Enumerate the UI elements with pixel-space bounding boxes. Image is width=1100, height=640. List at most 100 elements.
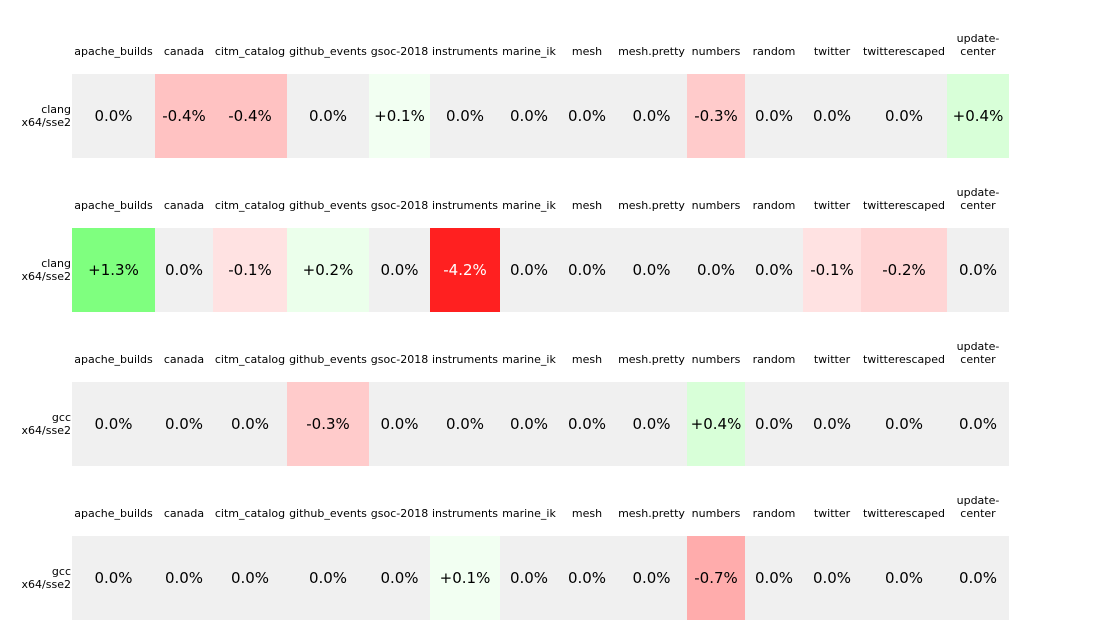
column-header-line: twitterescaped [862, 507, 946, 520]
column-header: gsoc-2018 [369, 507, 430, 520]
column-header: mesh [558, 199, 616, 212]
cell-value-label: 0.0% [308, 107, 348, 125]
column-header: mesh [558, 45, 616, 58]
heatmap-cell: 0.0% [947, 382, 1009, 466]
column-header: mesh.pretty [616, 507, 687, 520]
column-header-line: numbers [691, 353, 741, 366]
column-header: twitterescaped [861, 353, 947, 366]
column-header: citm_catalog [213, 353, 287, 366]
cell-value-label: 0.0% [812, 107, 852, 125]
heatmap-cell: 0.0% [861, 74, 947, 158]
column-header: numbers [687, 507, 745, 520]
cell-value-label: +0.4% [690, 415, 742, 433]
heatmap-cell: 0.0% [558, 536, 616, 620]
heatmap-cell: 0.0% [616, 536, 687, 620]
column-header: mesh [558, 353, 616, 366]
heatmap-cell: 0.0% [155, 228, 213, 312]
cell-value-label: 0.0% [754, 415, 794, 433]
column-header: apache_builds [72, 507, 155, 520]
column-header-line: update- [956, 186, 1000, 199]
column-header-line: marine_ik [502, 45, 556, 58]
column-header: twitter [803, 353, 861, 366]
cell-value-label: 0.0% [445, 415, 485, 433]
column-header-line: canada [163, 199, 205, 212]
heatmap-cell: +0.1% [430, 536, 500, 620]
heatmap-cell: +0.4% [947, 74, 1009, 158]
cell-value-label: 0.0% [509, 415, 549, 433]
column-headers: apache_builds canada citm_catalog github_ev… [72, 326, 1011, 382]
column-header-line: numbers [691, 199, 741, 212]
heatmap-panel: gcc x64/sse2 apache_builds canada citm_catal… [0, 326, 1100, 480]
heatmap-cell: 0.0% [558, 74, 616, 158]
heatmap-cell: -4.2% [430, 228, 500, 312]
column-header-line: apache_builds [74, 353, 153, 366]
column-header: instruments [430, 45, 500, 58]
column-header: update-center [947, 32, 1009, 58]
heatmap-cell: -0.1% [213, 228, 287, 312]
column-header-line: update- [956, 494, 1000, 507]
heatmap-cell: 0.0% [861, 536, 947, 620]
column-header-line: mesh.pretty [618, 353, 685, 366]
cell-value-label: +0.1% [374, 107, 425, 125]
cell-value-label: +1.3% [88, 261, 139, 279]
column-header: citm_catalog [213, 507, 287, 520]
column-header-line: twitter [813, 199, 851, 212]
column-header-line: canada [163, 507, 205, 520]
column-header-line: mesh.pretty [618, 45, 685, 58]
heatmap-cell: 0.0% [369, 382, 430, 466]
cell-value-label: 0.0% [230, 415, 270, 433]
column-header: canada [155, 507, 213, 520]
column-header-line: marine_ik [502, 353, 556, 366]
heatmap-cell: 0.0% [616, 74, 687, 158]
heatmap-cell: 0.0% [155, 382, 213, 466]
cell-value-label: 0.0% [754, 261, 794, 279]
column-header-line: mesh [571, 45, 603, 58]
heatmap-cell: +1.3% [72, 228, 155, 312]
heatmap-cell: 0.0% [213, 536, 287, 620]
column-header: apache_builds [72, 353, 155, 366]
column-header-line: center [960, 199, 996, 212]
column-header-line: random [752, 507, 796, 520]
heatmap-cell: 0.0% [430, 74, 500, 158]
column-header: numbers [687, 45, 745, 58]
column-header-line: gsoc-2018 [370, 353, 429, 366]
cell-value-label: 0.0% [164, 569, 204, 587]
column-header-line: center [960, 353, 996, 366]
row-label: clang x64/sse2 [0, 74, 71, 158]
heatmap-cell: 0.0% [616, 228, 687, 312]
column-header: numbers [687, 199, 745, 212]
cell-value-label: +0.2% [302, 261, 354, 279]
heatmap-cell: 0.0% [430, 382, 500, 466]
column-header-line: update- [956, 32, 1000, 45]
cell-value-label: 0.0% [754, 107, 794, 125]
column-header: github_events [287, 199, 369, 212]
row-label-line: x64/sse2 [21, 424, 71, 437]
cell-value-label: -0.7% [694, 569, 738, 587]
column-header: canada [155, 353, 213, 366]
cell-value-label: 0.0% [509, 107, 549, 125]
cell-value-label: 0.0% [884, 569, 924, 587]
column-header-line: instruments [431, 199, 499, 212]
column-header: update-center [947, 340, 1009, 366]
column-header: twitterescaped [861, 45, 947, 58]
cell-value-label: 0.0% [567, 415, 607, 433]
column-header-line: instruments [431, 353, 499, 366]
heatmap-row: 0.0% 0.0% 0.0% -0.3% 0.0% 0.0% 0.0% 0.0% 0.0% +0.… [72, 382, 1011, 466]
heatmap-cell: -0.3% [687, 74, 745, 158]
column-header-line: mesh [571, 507, 603, 520]
column-header: github_events [287, 353, 369, 366]
heatmap-cell: 0.0% [369, 536, 430, 620]
cell-value-label: 0.0% [632, 261, 671, 279]
column-header: random [745, 353, 803, 366]
column-header: twitterescaped [861, 507, 947, 520]
column-header-line: mesh.pretty [618, 199, 685, 212]
cell-value-label: 0.0% [509, 261, 549, 279]
heatmap-cell: -0.7% [687, 536, 745, 620]
column-header-line: twitter [813, 45, 851, 58]
cell-value-label: 0.0% [94, 569, 133, 587]
cell-value-label: +0.4% [952, 107, 1004, 125]
column-header-line: twitterescaped [862, 353, 946, 366]
heatmap-cell: 0.0% [500, 74, 558, 158]
column-header: update-center [947, 186, 1009, 212]
heatmap-cell: 0.0% [803, 74, 861, 158]
